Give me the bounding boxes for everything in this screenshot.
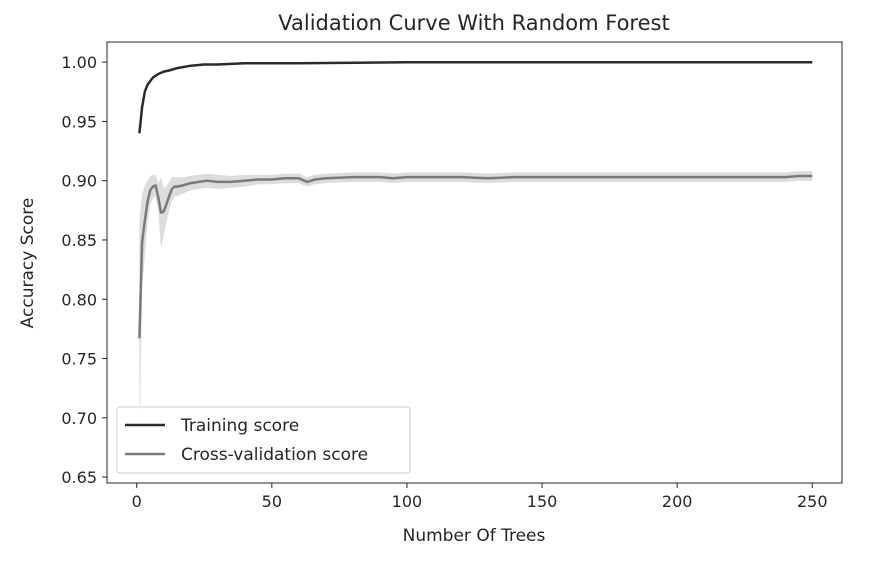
legend-label-training: Training score: [180, 416, 299, 436]
y-tick-label: 1.00: [61, 53, 97, 72]
y-tick-label: 0.85: [61, 231, 97, 250]
line-layer: [138, 60, 813, 339]
y-axis: 0.65 0.70 0.75 0.80 0.85 0.90 0.95 1.00: [61, 53, 107, 487]
x-tick-label: 200: [662, 492, 693, 511]
legend: Training score Cross-validation score: [116, 406, 411, 474]
x-axis-label: Number Of Trees: [403, 526, 546, 546]
y-tick-label: 0.70: [61, 409, 97, 428]
legend-box: [116, 406, 411, 474]
x-tick-label: 100: [392, 492, 423, 511]
x-tick-label: 150: [527, 492, 558, 511]
x-tick-label: 0: [132, 492, 142, 511]
y-tick-label: 0.90: [61, 172, 97, 191]
series-line-1: [138, 174, 813, 339]
y-tick-label: 0.80: [61, 290, 97, 309]
y-tick-label: 0.95: [61, 112, 97, 131]
y-axis-label: Accuracy Score: [18, 198, 38, 329]
x-tick-label: 50: [262, 492, 282, 511]
chart-title: Validation Curve With Random Forest: [278, 11, 669, 35]
plot-area: [106, 41, 843, 484]
x-tick-label: 250: [797, 492, 828, 511]
series-line-0: [138, 60, 813, 134]
y-tick-label: 0.75: [61, 350, 97, 369]
x-axis: 0 50 100 150 200 250: [132, 483, 828, 511]
plot-frame: [106, 41, 843, 484]
legend-label-cross-validation: Cross-validation score: [181, 445, 368, 465]
y-tick-label: 0.65: [61, 468, 97, 487]
